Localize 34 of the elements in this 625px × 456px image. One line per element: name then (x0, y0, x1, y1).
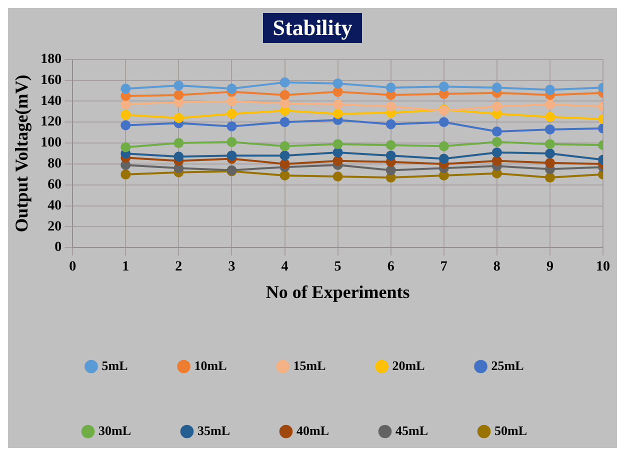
legend-label: 10mL (194, 358, 228, 373)
x-tick-label: 9 (546, 260, 554, 275)
y-tick-label: 60 (48, 177, 62, 192)
x-tick-label: 1 (122, 260, 130, 275)
chart-title: Stability (262, 13, 362, 43)
x-tick-label: 2 (175, 260, 182, 275)
y-tick-label: 0 (54, 240, 62, 256)
legend-label: 5mL (102, 358, 128, 373)
legend-label: 20mL (392, 358, 426, 373)
y-tick-label: 100 (40, 136, 62, 151)
y-tick-label: 180 (40, 52, 62, 68)
legend-label: 15mL (293, 358, 326, 373)
x-tick-label: 4 (281, 260, 288, 275)
y-tick-label: 20 (48, 219, 62, 234)
y-tick-label: 40 (48, 198, 62, 214)
y-tick-label: 140 (40, 94, 62, 109)
x-tick-label: 7 (440, 260, 448, 275)
x-tick-label: 0 (69, 260, 76, 275)
legend-label: 50mL (494, 422, 528, 438)
x-tick-label: 8 (493, 260, 500, 275)
x-tick-label: 10 (596, 260, 610, 275)
y-tick-label: 120 (40, 114, 62, 130)
legend-label: 25mL (491, 358, 524, 373)
y-axis-title: Output Voltage(mV) (11, 74, 32, 232)
x-tick-label: 5 (334, 260, 342, 275)
y-tick-label: 160 (40, 72, 62, 88)
x-tick-label: 3 (228, 260, 236, 275)
y-tick-label: 80 (48, 156, 62, 172)
legend-label: 30mL (98, 422, 132, 438)
x-tick-label: 6 (387, 260, 394, 275)
legend-label: 40mL (296, 422, 330, 438)
x-axis-title: No of Experiments (266, 282, 410, 302)
legend-label: 45mL (396, 422, 428, 438)
legend-label: 35mL (198, 422, 230, 438)
